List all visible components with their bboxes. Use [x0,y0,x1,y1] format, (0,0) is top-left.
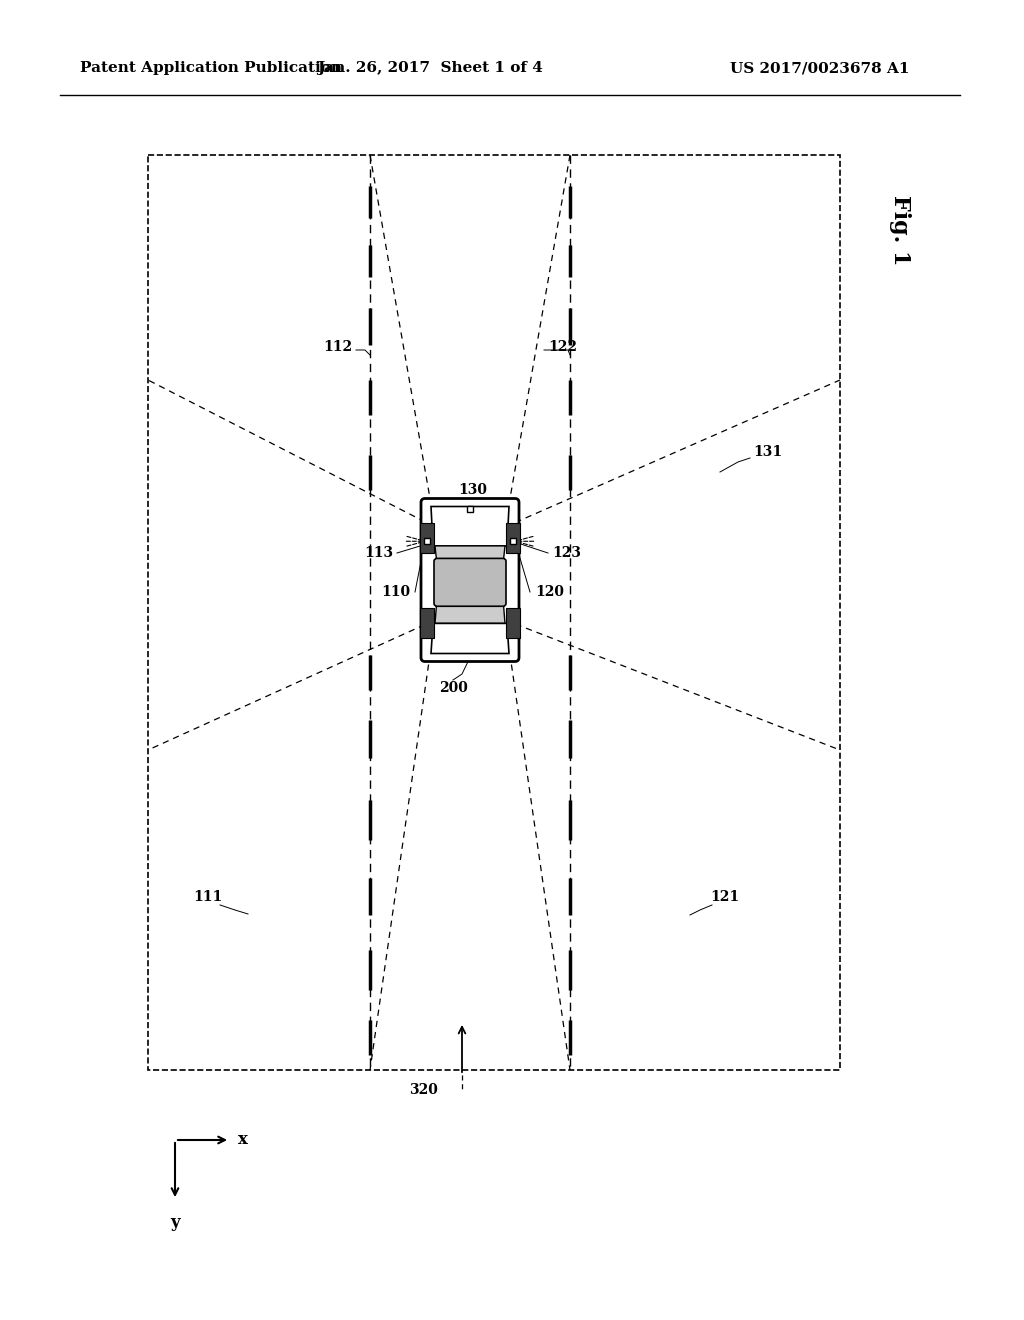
Text: 110: 110 [381,585,410,599]
Polygon shape [431,507,509,546]
Text: 123: 123 [552,546,581,560]
Polygon shape [506,523,520,553]
Polygon shape [420,523,434,553]
Text: US 2017/0023678 A1: US 2017/0023678 A1 [730,61,909,75]
Text: 113: 113 [364,546,393,560]
Text: x: x [238,1131,248,1148]
Polygon shape [506,607,520,638]
Text: Jan. 26, 2017  Sheet 1 of 4: Jan. 26, 2017 Sheet 1 of 4 [317,61,543,75]
Text: y: y [170,1214,180,1232]
Polygon shape [420,607,434,638]
Polygon shape [435,598,505,623]
Polygon shape [431,623,509,653]
Text: 122: 122 [548,341,577,354]
Text: 111: 111 [194,890,222,904]
Text: 130: 130 [459,483,487,498]
FancyBboxPatch shape [421,499,519,661]
Text: 112: 112 [323,341,352,354]
Text: 131: 131 [753,445,782,459]
Text: Patent Application Publication: Patent Application Publication [80,61,342,75]
Text: Fig. 1: Fig. 1 [889,195,911,265]
Text: 120: 120 [535,585,564,599]
Polygon shape [435,546,505,565]
Text: 320: 320 [410,1082,438,1097]
Text: 121: 121 [711,890,739,904]
FancyBboxPatch shape [434,558,506,606]
Text: 200: 200 [438,681,467,696]
